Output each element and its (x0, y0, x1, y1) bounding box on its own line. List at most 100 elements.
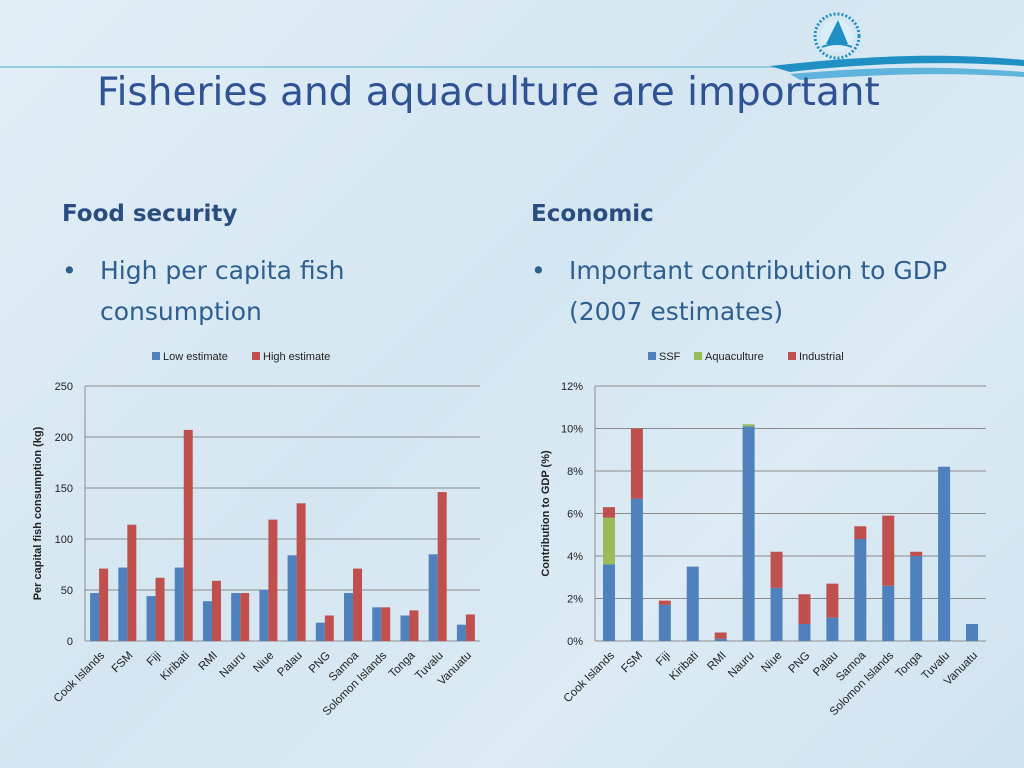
bar-low-estimate (202, 601, 212, 641)
bar-industrial (630, 428, 643, 499)
bar-ssf (826, 617, 839, 641)
bar-ssf (882, 585, 895, 641)
bullet-icon: • (531, 256, 546, 285)
bar-high-estimate (183, 429, 193, 641)
bar-industrial (910, 551, 923, 556)
bar-industrial (770, 551, 783, 588)
bar-industrial (658, 600, 671, 605)
y-tick-label: 8% (567, 466, 583, 478)
y-tick-label: 250 (55, 381, 73, 393)
y-tick-label: 2% (567, 594, 583, 606)
bar-high-estimate (127, 524, 137, 641)
header-swoosh-light (790, 67, 1024, 80)
x-tick-label: Nauru (726, 650, 757, 681)
x-tick-label: FSM (619, 650, 645, 676)
bar-industrial (798, 594, 811, 624)
bar-low-estimate (118, 567, 128, 641)
legend-swatch (788, 352, 796, 360)
bar-industrial (826, 583, 839, 618)
legend-label: Low estimate (163, 351, 228, 363)
y-tick-label: 6% (567, 509, 583, 521)
bar-industrial (714, 632, 727, 639)
bar-ssf (630, 498, 643, 641)
food-security-heading: Food security (62, 201, 238, 227)
bar-ssf (798, 624, 811, 641)
x-tick-label: Cook Islands (562, 649, 618, 705)
bar-ssf (602, 564, 615, 641)
bar-high-estimate (296, 503, 306, 641)
bar-low-estimate (315, 622, 325, 641)
bar-low-estimate (259, 590, 269, 641)
header-swoosh (770, 55, 1024, 72)
bar-ssf (910, 556, 923, 641)
economic-bullet: • Important contribution to GDP (2007 est… (531, 250, 969, 332)
y-axis-label: Contribution to GDP (%) (540, 450, 552, 577)
bar-high-estimate (465, 614, 475, 641)
legend-swatch (694, 352, 702, 360)
bar-low-estimate (90, 593, 100, 641)
x-tick-label: PNG (786, 650, 812, 676)
legend: SSF Aquaculture Industrial (648, 351, 844, 363)
y-tick-label: 0% (567, 636, 583, 648)
economic-heading: Economic (531, 201, 654, 227)
bar-ssf (686, 566, 699, 641)
bar-aquaculture (742, 424, 755, 427)
bar-high-estimate (268, 519, 278, 641)
bar-high-estimate (437, 492, 447, 641)
legend-label: High estimate (263, 351, 330, 363)
bar-high-estimate (99, 568, 109, 641)
bar-low-estimate (372, 607, 382, 641)
bar-aquaculture (602, 517, 615, 565)
x-tick-label: Kiribati (668, 650, 701, 683)
legend-label: Aquaculture (705, 351, 764, 363)
bar-high-estimate (381, 607, 391, 641)
food-security-bullet-text: High per capita fish consumption (100, 256, 345, 326)
legend-swatch (648, 352, 656, 360)
bar-low-estimate (146, 596, 156, 641)
bar-high-estimate (240, 593, 250, 641)
bar-ssf (966, 624, 979, 641)
x-tick-label: Tonga (894, 649, 925, 680)
y-tick-label: 50 (61, 585, 73, 597)
bar-high-estimate (211, 580, 221, 641)
bar-ssf (714, 638, 727, 641)
y-axis-label: Per capital fish consumption (kg) (32, 426, 44, 600)
bar-high-estimate (409, 610, 419, 641)
bar-low-estimate (456, 624, 466, 641)
logo-icon (813, 12, 861, 60)
bar-low-estimate (231, 593, 241, 641)
bar-low-estimate (344, 593, 354, 641)
bar-low-estimate (174, 567, 184, 641)
food-security-bullet: • High per capita fish consumption (62, 250, 500, 332)
y-tick-label: 150 (55, 483, 73, 495)
bar-high-estimate (155, 577, 165, 641)
bar-high-estimate (353, 568, 363, 641)
bar-ssf (742, 426, 755, 641)
bar-ssf (770, 587, 783, 641)
y-tick-label: 10% (561, 424, 583, 436)
bar-industrial (882, 515, 895, 586)
bar-low-estimate (428, 554, 438, 641)
legend-swatch (152, 352, 160, 360)
bar-ssf (658, 604, 671, 641)
legend-swatch (252, 352, 260, 360)
x-tick-label: Niue (759, 650, 784, 675)
bar-industrial (854, 526, 867, 539)
slide-title: Fisheries and aquaculture are important (97, 70, 880, 115)
economic-bullet-text: Important contribution to GDP (2007 esti… (569, 256, 948, 326)
bar-ssf (938, 466, 951, 641)
y-tick-label: 4% (567, 551, 583, 563)
legend: Low estimate High estimate (152, 351, 330, 363)
y-tick-label: 0 (67, 636, 73, 648)
bullet-icon: • (62, 256, 77, 285)
x-tick-label: Fiji (654, 650, 673, 669)
x-tick-label: RMI (705, 650, 728, 673)
bar-low-estimate (287, 555, 297, 641)
bar-high-estimate (324, 615, 334, 641)
bar-ssf (854, 539, 867, 641)
bar-industrial (602, 507, 615, 518)
legend-label: SSF (659, 351, 681, 363)
